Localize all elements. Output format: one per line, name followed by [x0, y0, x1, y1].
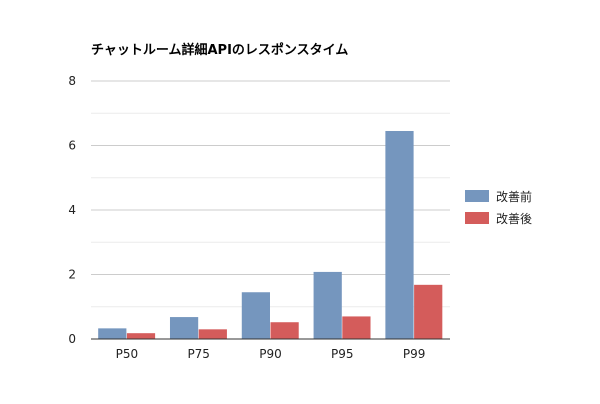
y-tick-label: 2: [68, 268, 76, 282]
x-tick-label: P95: [331, 347, 354, 361]
y-tick-label: 0: [68, 332, 76, 346]
y-tick-label: 4: [68, 203, 76, 217]
x-tick-label: P75: [187, 347, 210, 361]
x-tick-label: P90: [259, 347, 282, 361]
bar-p50-series-1: [98, 328, 127, 339]
x-tick-label: P50: [116, 347, 139, 361]
bar-p95-series-2: [342, 316, 371, 339]
bars: [98, 130, 443, 339]
x-tick-label: P99: [403, 347, 426, 361]
y-axis-ticks: 0 2 4 6 8: [68, 74, 76, 346]
legend-label: 改善前: [496, 189, 532, 204]
bar-p99-series-1: [385, 130, 414, 339]
legend-swatch: [465, 190, 489, 202]
legend-label: 改善後: [496, 211, 532, 226]
y-tick-label: 8: [68, 74, 76, 88]
bar-p95-series-1: [313, 271, 342, 339]
bar-p99-series-2: [414, 284, 443, 339]
bar-p90-series-2: [270, 322, 299, 339]
grid-lines: [91, 80, 450, 308]
legend-swatch: [465, 212, 489, 224]
chart-title: チャットルーム詳細APIのレスポンスタイム: [91, 42, 348, 58]
bar-p90-series-1: [241, 292, 270, 339]
x-axis-ticks: P50 P75 P90 P95 P99: [116, 347, 426, 361]
bar-p50-series-2: [126, 333, 156, 339]
y-tick-label: 6: [68, 139, 76, 153]
bar-p75-series-1: [169, 317, 199, 339]
bar-p75-series-2: [198, 329, 227, 339]
